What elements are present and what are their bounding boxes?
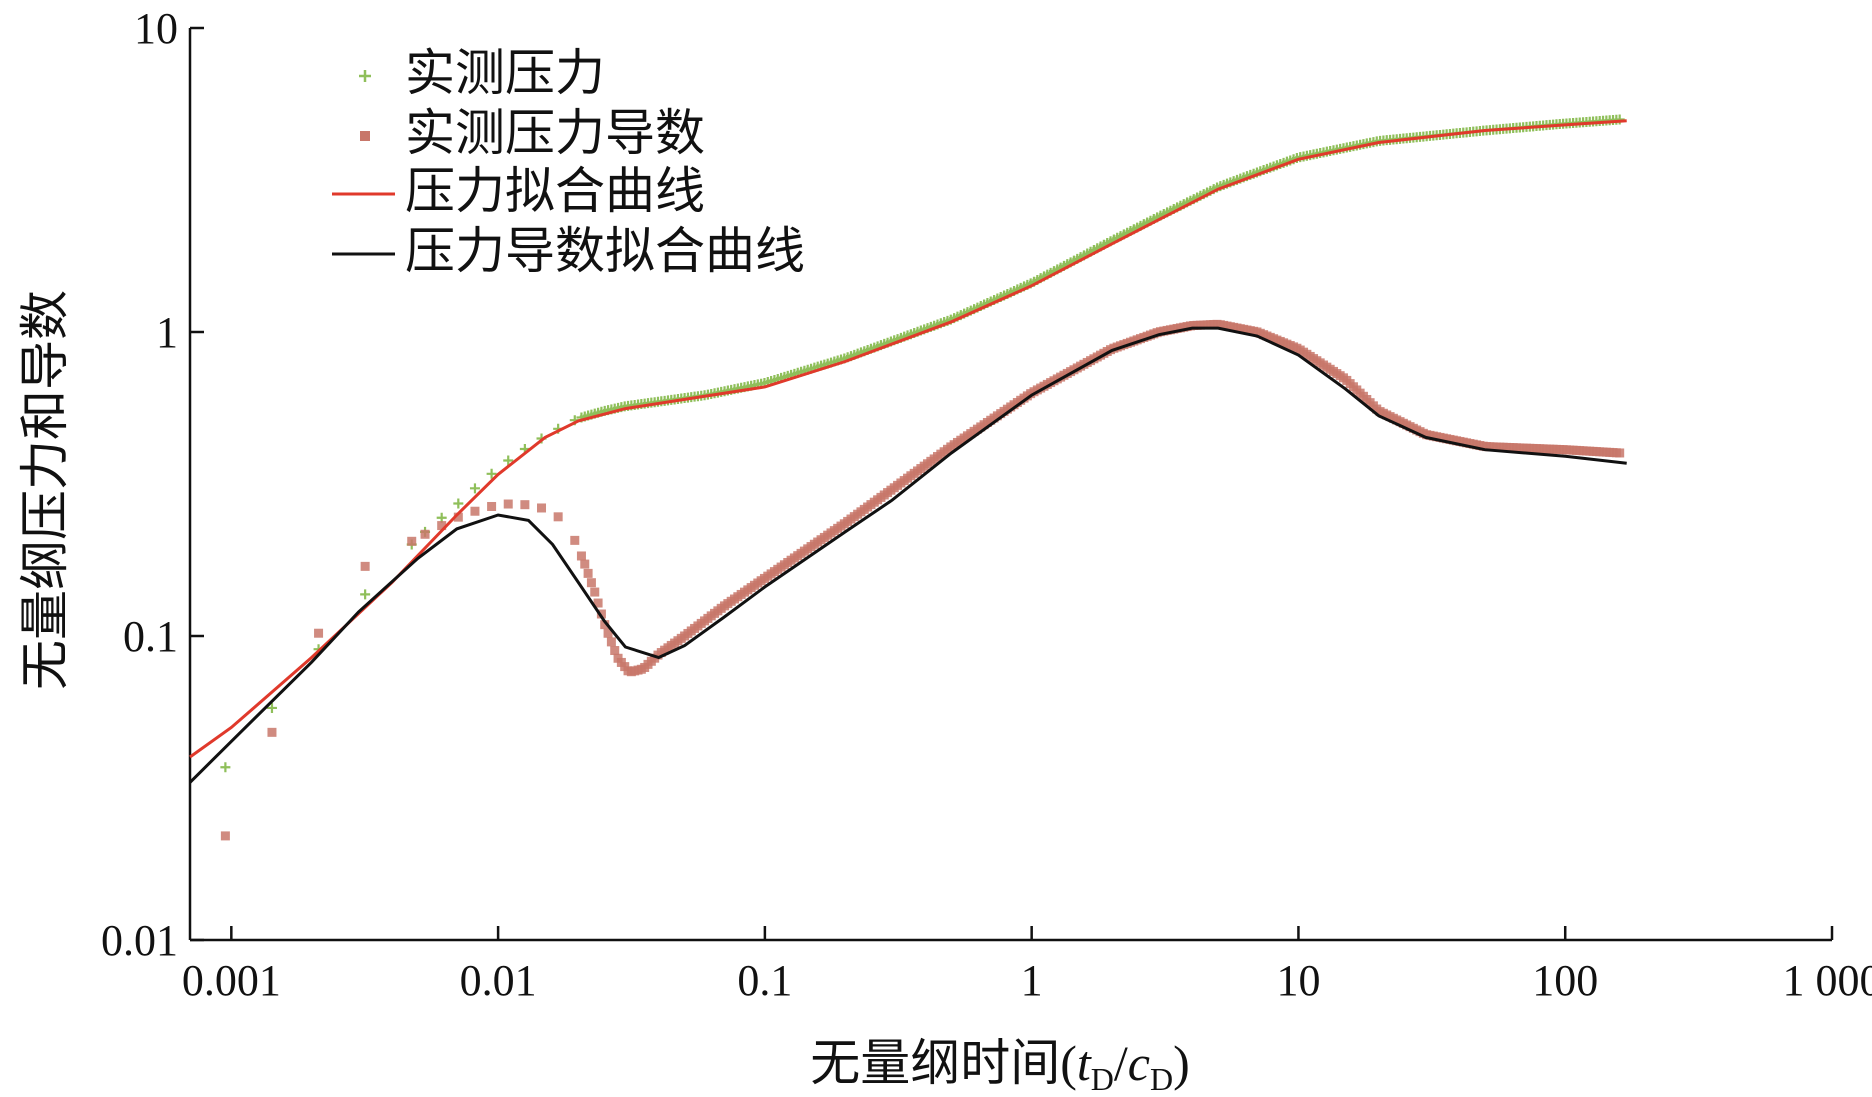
legend-item: 实测压力导数 [360,105,705,161]
data-point [600,620,610,630]
series-layer [188,114,1627,841]
y-axis-label: 无量纲压力和导数 [17,290,73,690]
x-tick-label: 1 000 [1783,956,1872,1005]
legend-item: 实测压力 [359,45,605,101]
series-markers [220,319,1625,841]
x-tick-label: 0.01 [460,956,537,1005]
y-tick-label: 1 [156,308,178,357]
legend-item: 压力导数拟合曲线 [332,223,805,279]
data-point [606,637,616,647]
data-point [503,455,514,466]
data-point [1615,448,1625,458]
axes [188,26,1834,942]
y-tick-label: 10 [134,4,178,53]
x-axis-label-close: ) [1173,1035,1190,1091]
data-point [437,521,447,531]
series-line [188,326,1627,784]
data-point [596,609,606,619]
data-point [576,551,586,561]
data-point [603,628,613,638]
y-tick-label: 0.01 [101,916,178,965]
data-point [503,499,513,509]
data-point [436,512,447,523]
series-line [189,119,1627,759]
x-tick-label: 10 [1276,956,1320,1005]
data-point [266,702,277,713]
data-point [580,559,590,569]
legend-label: 实测压力 [405,45,605,101]
legend-swatch [359,70,371,82]
data-point [420,529,430,539]
x-axis-label-main: 无量纲时间( [810,1035,1077,1091]
data-point [487,501,497,511]
legend-label: 压力导数拟合曲线 [405,223,805,279]
x-axis-label-c: c [1128,1035,1150,1091]
x-tick-label: 0.1 [737,956,792,1005]
data-point [610,646,620,656]
data-point [469,483,480,494]
fit-curve [188,326,1627,784]
data-point [360,589,371,600]
data-point [553,512,563,522]
data-point [220,831,230,841]
x-axis-label-slash: / [1114,1035,1128,1091]
data-point [453,512,463,522]
x-axis-label-sub1: D [1091,1061,1114,1097]
data-point [593,598,603,608]
data-point [453,498,464,509]
data-point [360,561,370,571]
fit-curve [189,119,1627,759]
data-point [590,587,600,597]
x-tick-label: 1 [1021,956,1043,1005]
data-point [537,503,547,513]
x-axis-label: 无量纲时间(tD/cD) [810,1035,1190,1097]
data-point [570,535,580,545]
x-axis-label-t: t [1077,1035,1092,1091]
data-point [470,506,480,516]
y-tick-label: 0.1 [123,612,178,661]
data-point [586,578,596,588]
x-axis-label-sub2: D [1150,1061,1173,1097]
data-point [267,727,277,737]
x-tick-label: 0.001 [182,956,281,1005]
x-tick-label: 100 [1532,956,1598,1005]
legend-label: 压力拟合曲线 [405,163,705,219]
data-point [220,762,231,773]
data-point [583,568,593,578]
data-point [407,536,417,546]
legend-item: 压力拟合曲线 [332,163,705,219]
data-point [520,500,530,510]
legend-label: 实测压力导数 [405,105,705,161]
data-point [1614,114,1625,125]
data-point [314,628,324,638]
data-point [486,468,497,479]
legend-swatch [360,131,370,141]
